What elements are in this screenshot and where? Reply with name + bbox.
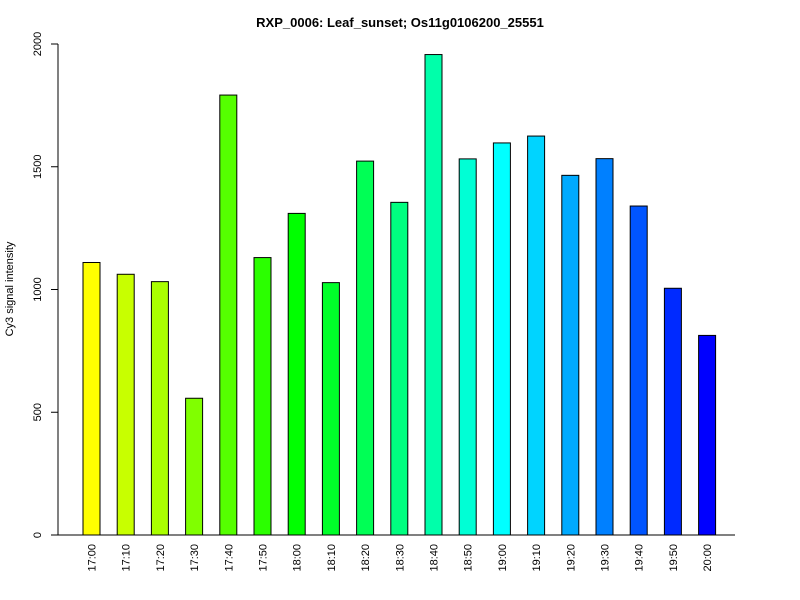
bar-1700 (82, 261, 101, 536)
x-tick-label: 19:00 (497, 544, 509, 572)
bar-1830 (390, 201, 409, 536)
x-tick-label: 18:30 (394, 544, 406, 572)
bar-1840 (424, 54, 443, 536)
x-tick-label: 19:20 (565, 544, 577, 572)
bars (82, 54, 717, 536)
bar-1750 (253, 257, 272, 536)
bar-1920 (561, 174, 580, 536)
bar-1710 (116, 273, 135, 536)
bar-1740 (219, 94, 238, 536)
y-tick-label: 500 (32, 403, 44, 421)
x-tick-label: 17:20 (155, 544, 167, 572)
x-tick-label: 18:20 (360, 544, 372, 572)
y-tick-label: 1000 (32, 277, 44, 301)
bar-1910 (527, 135, 546, 536)
bar-1820 (356, 160, 375, 536)
x-tick-label: 17:50 (258, 544, 270, 572)
x-tick-label: 17:00 (87, 544, 99, 572)
x-tick-label: 19:10 (531, 544, 543, 572)
x-tick-label: 17:40 (223, 544, 235, 572)
bar-1800 (287, 212, 306, 536)
x-tick-label: 18:40 (429, 544, 441, 572)
chart-title: RXP_0006: Leaf_sunset; Os11g0106200_2555… (256, 15, 544, 30)
bar-1720 (150, 281, 169, 536)
bar-1850 (458, 158, 477, 536)
x-tick-label: 17:10 (121, 544, 133, 572)
x-tick-label: 19:50 (668, 544, 680, 572)
x-tick-label: 19:40 (634, 544, 646, 572)
y-axis-label: Cy3 signal intensity (4, 241, 16, 336)
x-axis: 17:00 17:10 17:20 17:30 17:40 17:50 18:00 18:10… (58, 534, 735, 572)
bar-2000 (698, 334, 717, 536)
x-tick-label: 17:30 (189, 544, 201, 572)
bar-1730 (185, 397, 204, 536)
x-tick-label: 20:00 (702, 544, 714, 572)
y-tick-label: 1500 (32, 155, 44, 179)
bar-1940 (629, 205, 648, 536)
y-axis: 0 500 1000 1500 2000 (32, 32, 59, 538)
y-tick-label: 0 (32, 532, 44, 538)
y-tick-label: 2000 (32, 32, 44, 56)
bar-1930 (595, 158, 614, 536)
bar-1810 (321, 282, 340, 536)
bar-1900 (492, 142, 511, 536)
x-tick-label: 18:50 (463, 544, 475, 572)
bar-1950 (663, 287, 682, 536)
x-tick-label: 19:30 (600, 544, 612, 572)
x-tick-label: 18:00 (292, 544, 304, 572)
x-tick-label: 18:10 (326, 544, 338, 572)
